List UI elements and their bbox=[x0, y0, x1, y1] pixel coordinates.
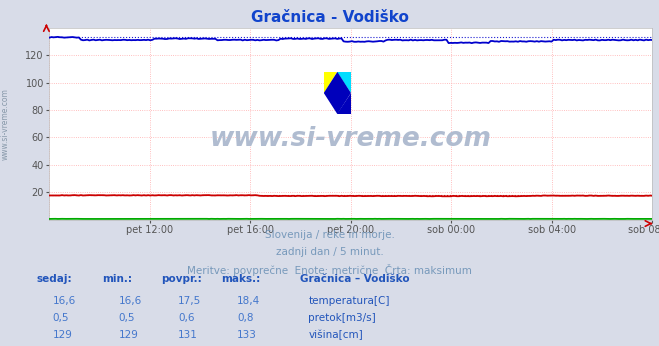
Text: 17,5: 17,5 bbox=[178, 296, 201, 306]
Text: 0,5: 0,5 bbox=[119, 313, 135, 323]
Text: sedaj:: sedaj: bbox=[36, 274, 72, 284]
Text: maks.:: maks.: bbox=[221, 274, 260, 284]
Text: 0,8: 0,8 bbox=[237, 313, 254, 323]
Text: 16,6: 16,6 bbox=[119, 296, 142, 306]
Polygon shape bbox=[337, 93, 351, 114]
Text: višina[cm]: višina[cm] bbox=[308, 330, 363, 340]
Polygon shape bbox=[324, 72, 351, 114]
Polygon shape bbox=[337, 72, 351, 93]
Text: 0,5: 0,5 bbox=[53, 313, 69, 323]
Text: Gračnica - Vodiško: Gračnica - Vodiško bbox=[250, 10, 409, 25]
Text: Slovenija / reke in morje.: Slovenija / reke in morje. bbox=[264, 230, 395, 240]
Text: 129: 129 bbox=[53, 330, 72, 340]
Text: Meritve: povprečne  Enote: metrične  Črta: maksimum: Meritve: povprečne Enote: metrične Črta:… bbox=[187, 264, 472, 276]
Text: 133: 133 bbox=[237, 330, 257, 340]
Text: min.:: min.: bbox=[102, 274, 132, 284]
Text: www.si-vreme.com: www.si-vreme.com bbox=[1, 89, 10, 161]
Text: 129: 129 bbox=[119, 330, 138, 340]
Text: zadnji dan / 5 minut.: zadnji dan / 5 minut. bbox=[275, 247, 384, 257]
Text: povpr.:: povpr.: bbox=[161, 274, 202, 284]
Text: 18,4: 18,4 bbox=[237, 296, 260, 306]
Polygon shape bbox=[324, 72, 337, 93]
Text: 131: 131 bbox=[178, 330, 198, 340]
Text: 0,6: 0,6 bbox=[178, 313, 194, 323]
Text: www.si-vreme.com: www.si-vreme.com bbox=[210, 126, 492, 152]
Text: 16,6: 16,6 bbox=[53, 296, 76, 306]
Text: pretok[m3/s]: pretok[m3/s] bbox=[308, 313, 376, 323]
Text: temperatura[C]: temperatura[C] bbox=[308, 296, 390, 306]
Text: Gračnica – Vodiško: Gračnica – Vodiško bbox=[300, 274, 409, 284]
